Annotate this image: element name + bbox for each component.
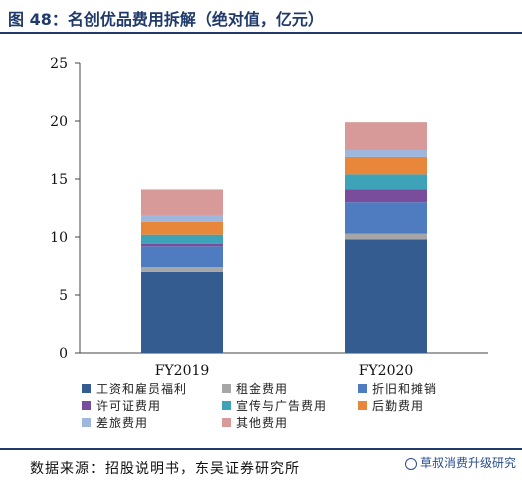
y-tick-label: 10 bbox=[50, 230, 68, 246]
legend-swatch bbox=[358, 384, 367, 393]
legend-label: 租金费用 bbox=[236, 382, 289, 396]
legend-item: 差旅费用 bbox=[82, 414, 148, 430]
legend-label: 工资和雇员福利 bbox=[96, 382, 188, 396]
bar-segment bbox=[345, 122, 427, 150]
legend-label: 后勤费用 bbox=[372, 399, 425, 413]
legend-swatch bbox=[358, 401, 367, 410]
y-tick-label: 0 bbox=[59, 346, 68, 362]
legend-label: 宣传与广告费用 bbox=[236, 399, 328, 413]
legend-item: 其他费用 bbox=[222, 414, 288, 430]
bar-segment bbox=[141, 221, 223, 235]
bar-segment bbox=[141, 246, 223, 268]
bar-segment bbox=[345, 156, 427, 175]
bar-segment bbox=[345, 233, 427, 240]
legend-swatch bbox=[82, 418, 91, 427]
legend-label: 折旧和摊销 bbox=[372, 382, 438, 396]
legend-item: 工资和雇员福利 bbox=[82, 380, 187, 396]
legend-label: 许可证费用 bbox=[96, 399, 162, 413]
bar-segment bbox=[345, 239, 427, 353]
bar-segment bbox=[141, 234, 223, 244]
y-tick-label: 5 bbox=[59, 288, 68, 304]
figure-title: 图 48：名创优品费用拆解（绝对值，亿元） bbox=[8, 10, 324, 29]
bar-segment bbox=[141, 243, 223, 247]
title-band: 图 48：名创优品费用拆解（绝对值，亿元） bbox=[0, 0, 522, 34]
source-note: 数据来源：招股说明书，东吴证券研究所 bbox=[30, 461, 300, 477]
legend-swatch bbox=[82, 401, 91, 410]
bar-segment bbox=[141, 271, 223, 353]
legend-swatch bbox=[222, 418, 231, 427]
y-tick-label: 20 bbox=[50, 114, 68, 130]
bar-segment bbox=[345, 150, 427, 157]
legend-label: 差旅费用 bbox=[96, 416, 149, 430]
legend-item: 租金费用 bbox=[222, 380, 288, 396]
legend-swatch bbox=[82, 384, 91, 393]
watermark-text: 草叔消费升级研究 bbox=[419, 456, 516, 470]
x-tick-label: FY2019 bbox=[155, 363, 210, 379]
legend-item: 折旧和摊销 bbox=[358, 380, 437, 396]
bar-segment bbox=[141, 214, 223, 222]
y-tick-label: 15 bbox=[50, 172, 68, 188]
watermark: 草叔消费升级研究 bbox=[404, 454, 516, 471]
bar-segment bbox=[345, 174, 427, 190]
legend-item: 许可证费用 bbox=[82, 397, 161, 413]
legend-item: 宣传与广告费用 bbox=[222, 397, 327, 413]
source-band: 数据来源：招股说明书，东吴证券研究所 草叔消费升级研究 bbox=[0, 448, 522, 496]
bar-segment bbox=[345, 202, 427, 234]
bar-segment bbox=[141, 267, 223, 272]
y-tick-label: 25 bbox=[50, 56, 68, 72]
wechat-icon bbox=[404, 457, 417, 470]
x-tick-label: FY2020 bbox=[359, 363, 414, 379]
legend-item: 后勤费用 bbox=[358, 397, 424, 413]
legend-label: 其他费用 bbox=[236, 416, 289, 430]
legend-swatch bbox=[222, 384, 231, 393]
bar-segment bbox=[345, 189, 427, 203]
legend-swatch bbox=[222, 401, 231, 410]
bar-segment bbox=[141, 189, 223, 215]
